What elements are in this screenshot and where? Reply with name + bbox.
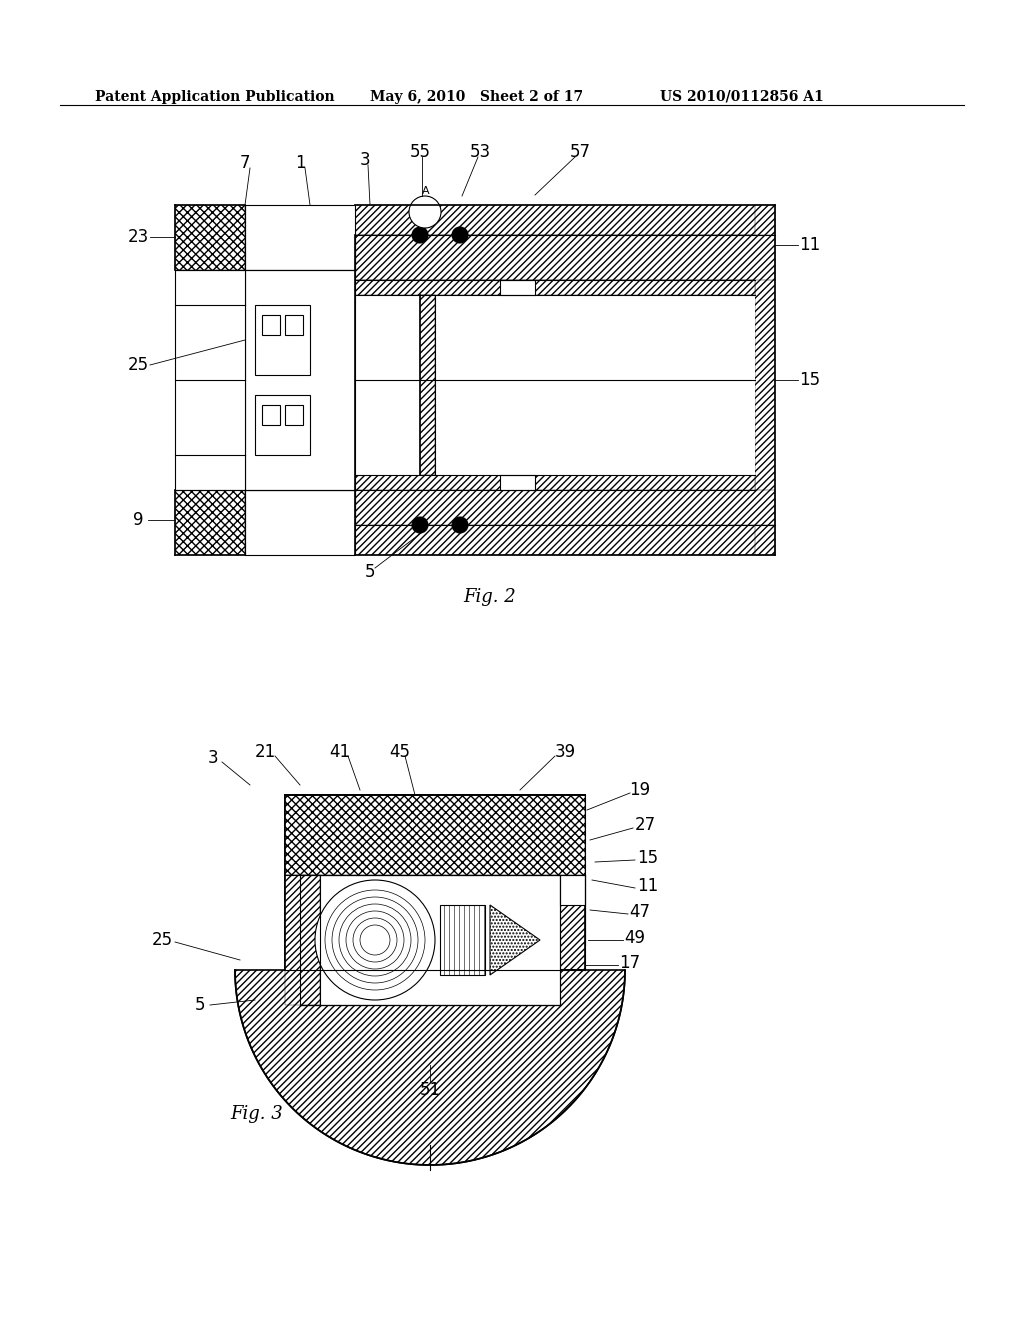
Bar	[285, 795, 585, 875]
Text: 21: 21	[254, 743, 275, 762]
Polygon shape	[234, 795, 625, 1166]
Text: 57: 57	[569, 143, 591, 161]
Bar	[355, 205, 775, 235]
Text: 51: 51	[420, 1081, 440, 1100]
Bar	[245, 271, 355, 490]
Bar	[355, 475, 755, 490]
Bar	[245, 205, 355, 271]
Bar	[255, 395, 310, 455]
Text: Fig. 3: Fig. 3	[230, 1105, 283, 1123]
Bar	[300, 875, 560, 1005]
Bar	[440, 906, 485, 975]
Bar	[500, 475, 535, 490]
Text: May 6, 2010   Sheet 2 of 17: May 6, 2010 Sheet 2 of 17	[370, 90, 583, 104]
Text: 55: 55	[410, 143, 430, 161]
Text: 1: 1	[295, 154, 305, 172]
Text: 3: 3	[208, 748, 218, 767]
Text: 5: 5	[195, 997, 205, 1014]
Bar	[355, 294, 755, 475]
Polygon shape	[490, 906, 540, 975]
Text: 19: 19	[630, 781, 650, 799]
Text: 23: 23	[127, 228, 148, 246]
Text: 11: 11	[800, 236, 820, 253]
Circle shape	[409, 195, 441, 228]
Text: 15: 15	[800, 371, 820, 389]
Text: Patent Application Publication: Patent Application Publication	[95, 90, 335, 104]
Text: 53: 53	[469, 143, 490, 161]
Text: US 2010/0112856 A1: US 2010/0112856 A1	[660, 90, 823, 104]
Bar	[355, 525, 775, 554]
Text: 39: 39	[554, 743, 575, 762]
Text: 11: 11	[637, 876, 658, 895]
Text: 9: 9	[133, 511, 143, 529]
Circle shape	[452, 227, 468, 243]
Text: 27: 27	[635, 816, 655, 834]
Bar	[255, 305, 310, 375]
Bar	[285, 875, 319, 1005]
Text: 25: 25	[127, 356, 148, 374]
Text: 7: 7	[240, 154, 250, 172]
Bar	[355, 490, 775, 525]
Bar	[500, 280, 535, 294]
Bar	[355, 280, 755, 490]
Text: 3: 3	[359, 150, 371, 169]
Text: 41: 41	[330, 743, 350, 762]
Text: 15: 15	[637, 849, 658, 867]
Bar	[420, 294, 435, 475]
Text: 25: 25	[152, 931, 173, 949]
Bar	[285, 405, 303, 425]
Bar	[355, 235, 775, 280]
Text: A: A	[422, 186, 430, 195]
Bar	[245, 490, 355, 554]
Circle shape	[412, 227, 428, 243]
Bar	[355, 280, 755, 294]
Bar	[560, 875, 585, 906]
Circle shape	[315, 880, 435, 1001]
Text: Fig. 2: Fig. 2	[464, 587, 516, 606]
Bar	[175, 205, 245, 271]
Bar	[175, 490, 245, 554]
Bar	[285, 315, 303, 335]
Text: 45: 45	[389, 743, 411, 762]
Text: 5: 5	[365, 564, 375, 581]
Bar	[262, 315, 280, 335]
Text: 17: 17	[620, 954, 641, 972]
Bar	[262, 405, 280, 425]
Circle shape	[412, 517, 428, 533]
Bar	[175, 271, 245, 490]
Text: 47: 47	[630, 903, 650, 921]
Text: 49: 49	[625, 929, 645, 946]
Circle shape	[452, 517, 468, 533]
Bar	[755, 205, 775, 554]
